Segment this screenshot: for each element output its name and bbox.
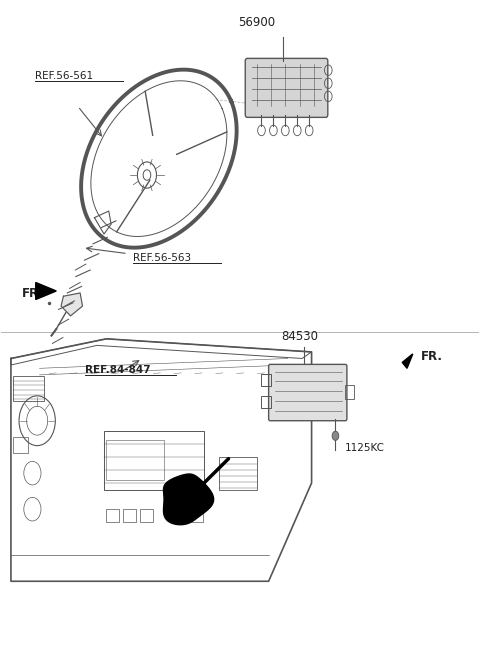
Text: REF.56-563: REF.56-563	[132, 253, 191, 263]
Bar	[107, 440, 164, 480]
Bar	[346, 385, 354, 399]
Bar	[123, 509, 136, 522]
Bar	[107, 509, 119, 522]
Bar	[13, 437, 28, 453]
Bar	[261, 396, 271, 407]
Polygon shape	[164, 474, 214, 524]
Text: FR.: FR.	[421, 350, 444, 363]
Bar	[173, 509, 186, 522]
Bar	[218, 457, 257, 490]
Bar	[140, 509, 153, 522]
Text: REF.84-847: REF.84-847	[85, 365, 151, 375]
FancyBboxPatch shape	[245, 59, 328, 117]
Bar	[104, 430, 204, 490]
Text: 1125KC: 1125KC	[345, 443, 385, 453]
Bar	[261, 374, 271, 386]
Polygon shape	[402, 354, 413, 368]
Text: 56900: 56900	[238, 16, 275, 29]
Text: 84530: 84530	[281, 330, 318, 343]
Polygon shape	[61, 293, 83, 316]
Bar	[190, 509, 203, 522]
Text: FR.: FR.	[22, 286, 43, 299]
Circle shape	[332, 431, 339, 440]
Polygon shape	[36, 282, 56, 299]
Bar	[13, 376, 44, 401]
FancyBboxPatch shape	[269, 365, 347, 420]
Text: REF.56-561: REF.56-561	[35, 71, 93, 82]
